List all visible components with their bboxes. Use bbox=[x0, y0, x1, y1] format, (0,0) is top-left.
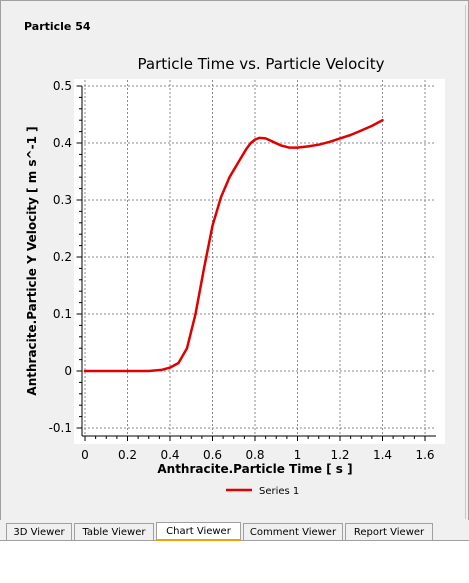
x-tick-label: 1.6 bbox=[415, 448, 434, 462]
y-tick-label: -0.1 bbox=[49, 421, 72, 435]
y-tick-label: 0 bbox=[64, 364, 72, 378]
chart-title: Particle Time vs. Particle Velocity bbox=[138, 55, 385, 73]
x-tick-label: 0.2 bbox=[118, 448, 137, 462]
y-tick-label: 0.1 bbox=[53, 307, 72, 321]
x-tick-label: 0 bbox=[81, 448, 89, 462]
series-layer bbox=[83, 118, 384, 373]
x-ticks: 0 0.2 0.4 0.6 0.8 1 1.2 1.4 1.6 bbox=[81, 436, 435, 462]
tab-chart-viewer[interactable]: Chart Viewer bbox=[156, 522, 241, 541]
tab-report-viewer[interactable]: Report Viewer bbox=[345, 523, 433, 540]
series-1-line bbox=[83, 118, 384, 373]
x-tick-label: 0.6 bbox=[203, 448, 222, 462]
plot-area bbox=[74, 79, 445, 444]
x-tick-label: 0.4 bbox=[160, 448, 179, 462]
tab-table-viewer[interactable]: Table Viewer bbox=[74, 523, 154, 540]
x-tick-label: 1.4 bbox=[373, 448, 392, 462]
tab-3d-viewer[interactable]: 3D Viewer bbox=[6, 523, 72, 540]
chart: Particle Time vs. Particle Velocity 0 0.2… bbox=[25, 55, 445, 497]
y-tick-label: 0.2 bbox=[53, 250, 72, 264]
y-axis-label: Anthracite.Particle Y Velocity [ m s^-1 … bbox=[25, 126, 39, 395]
x-tick-label: 1.2 bbox=[330, 448, 349, 462]
y-ticks: -0.1 0 0.1 0.2 0.3 0.4 0.5 bbox=[49, 79, 82, 435]
x-tick-label: 1 bbox=[294, 448, 302, 462]
y-tick-label: 0.4 bbox=[53, 136, 72, 150]
status-area bbox=[0, 541, 469, 583]
y-tick-label: 0.3 bbox=[53, 193, 72, 207]
tab-comment-viewer[interactable]: Comment Viewer bbox=[243, 523, 343, 540]
x-tick-label: 0.8 bbox=[245, 448, 264, 462]
x-axis-label: Anthracite.Particle Time [ s ] bbox=[157, 462, 352, 476]
legend-series-1-label: Series 1 bbox=[259, 486, 299, 497]
panel-title: Particle 54 bbox=[24, 20, 91, 33]
y-tick-label: 0.5 bbox=[53, 79, 72, 93]
legend: Series 1 bbox=[226, 486, 299, 497]
